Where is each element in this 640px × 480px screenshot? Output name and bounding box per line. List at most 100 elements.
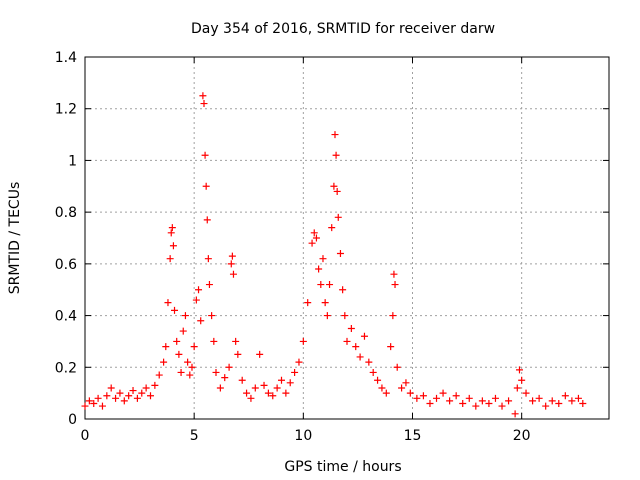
data-point [459, 399, 467, 407]
data-point [160, 358, 168, 366]
data-point [186, 371, 194, 379]
x-tick-label: 15 [404, 428, 422, 444]
data-point [142, 384, 150, 392]
data-point [162, 343, 170, 351]
data-point [260, 381, 268, 389]
data-point [98, 402, 106, 410]
data-point [485, 399, 493, 407]
data-point [568, 397, 576, 405]
data-point [177, 368, 185, 376]
data-point [352, 343, 360, 351]
data-point [173, 337, 181, 345]
data-point [452, 392, 460, 400]
data-point [166, 255, 174, 263]
data-point [251, 384, 259, 392]
data-point [505, 397, 513, 405]
data-point [382, 389, 390, 397]
data-point [413, 394, 421, 402]
data-point [465, 394, 473, 402]
data-point [232, 337, 240, 345]
y-tick-label: 1.4 [55, 50, 77, 66]
data-point [286, 379, 294, 387]
x-tick-label: 5 [190, 428, 199, 444]
data-point [511, 410, 519, 418]
data-point [269, 392, 277, 400]
data-point [190, 343, 198, 351]
data-point [228, 252, 236, 260]
data-point [343, 337, 351, 345]
data-point [247, 394, 255, 402]
data-point [574, 394, 582, 402]
data-point [369, 368, 377, 376]
data-point [535, 394, 543, 402]
data-point [331, 131, 339, 139]
data-point [419, 392, 427, 400]
data-point [308, 239, 316, 247]
data-point [175, 350, 183, 358]
data-point [179, 327, 187, 335]
grid-lines [85, 57, 609, 419]
data-point [406, 389, 414, 397]
data-point [321, 299, 329, 307]
data-point [332, 151, 340, 159]
data-point [264, 389, 272, 397]
data-point [107, 384, 115, 392]
data-point [184, 358, 192, 366]
y-tick-label: 0 [68, 412, 77, 428]
data-point [360, 332, 368, 340]
data-point [312, 234, 320, 242]
data-point [347, 325, 355, 332]
y-axis-label: SRMTID / TECUs [7, 182, 23, 295]
data-point [282, 389, 290, 397]
data-point [167, 229, 175, 237]
data-point [221, 374, 229, 382]
y-tick-label: 0.2 [55, 360, 77, 376]
data-point [195, 286, 203, 294]
data-point [387, 343, 395, 351]
data-point [210, 337, 218, 345]
data-point [188, 363, 196, 371]
data-point [304, 299, 312, 307]
data-point [201, 151, 209, 159]
data-point [116, 389, 124, 397]
data-point [398, 384, 406, 392]
data-point [151, 381, 159, 389]
data-point [85, 397, 93, 405]
data-point [208, 312, 216, 320]
data-point [491, 394, 499, 402]
data-point [334, 213, 342, 221]
x-tick-label: 10 [294, 428, 312, 444]
data-point [90, 399, 98, 407]
data-point [147, 392, 154, 400]
data-point [579, 399, 587, 407]
data-point [439, 389, 447, 397]
data-point [319, 255, 327, 263]
data-point [555, 399, 563, 407]
data-point [81, 402, 89, 410]
data-point [229, 270, 237, 278]
data-point [389, 312, 397, 320]
data-point [328, 224, 336, 232]
data-point [472, 402, 480, 410]
data-point [426, 399, 434, 407]
data-point [315, 265, 323, 273]
data-point [234, 350, 242, 358]
data-point [200, 100, 208, 108]
data-point [129, 387, 137, 395]
data-point [238, 376, 246, 384]
data-point [94, 394, 102, 402]
data-point [256, 350, 264, 358]
data-point [393, 363, 401, 371]
data-point [341, 312, 349, 320]
data-point [522, 389, 530, 397]
y-tick-label: 0.8 [55, 205, 77, 221]
data-point [212, 368, 220, 376]
data-point [164, 299, 172, 307]
data-point [515, 366, 523, 374]
data-series [81, 92, 587, 418]
data-point [169, 242, 177, 250]
data-point [192, 296, 200, 304]
data-point [225, 363, 233, 371]
data-point [390, 270, 398, 278]
data-point [478, 397, 486, 405]
